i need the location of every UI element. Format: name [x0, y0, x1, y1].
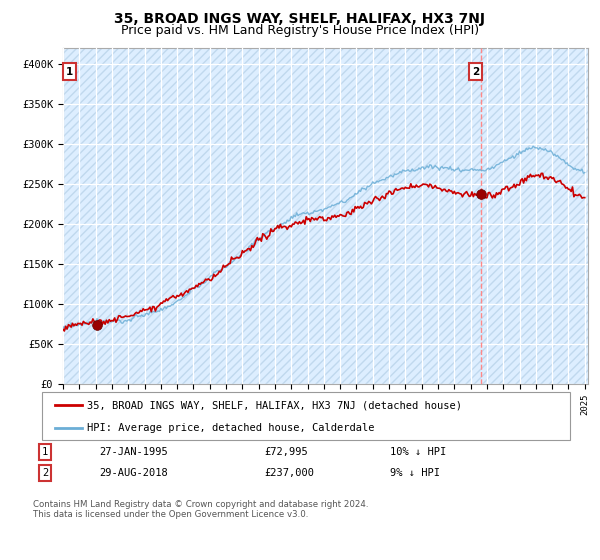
Text: 10% ↓ HPI: 10% ↓ HPI — [390, 447, 446, 457]
Text: 29-AUG-2018: 29-AUG-2018 — [99, 468, 168, 478]
Text: 2: 2 — [42, 468, 48, 478]
Text: 2: 2 — [472, 67, 479, 77]
Text: Contains HM Land Registry data © Crown copyright and database right 2024.
This d: Contains HM Land Registry data © Crown c… — [33, 500, 368, 519]
Text: 35, BROAD INGS WAY, SHELF, HALIFAX, HX3 7NJ (detached house): 35, BROAD INGS WAY, SHELF, HALIFAX, HX3 … — [87, 400, 462, 410]
Text: Price paid vs. HM Land Registry's House Price Index (HPI): Price paid vs. HM Land Registry's House … — [121, 24, 479, 36]
FancyBboxPatch shape — [42, 392, 570, 440]
Text: £72,995: £72,995 — [264, 447, 308, 457]
Text: 27-JAN-1995: 27-JAN-1995 — [99, 447, 168, 457]
Text: 35, BROAD INGS WAY, SHELF, HALIFAX, HX3 7NJ: 35, BROAD INGS WAY, SHELF, HALIFAX, HX3 … — [115, 12, 485, 26]
Text: HPI: Average price, detached house, Calderdale: HPI: Average price, detached house, Cald… — [87, 423, 374, 433]
Text: 1: 1 — [66, 67, 73, 77]
Text: 1: 1 — [42, 447, 48, 457]
Text: £237,000: £237,000 — [264, 468, 314, 478]
Text: 9% ↓ HPI: 9% ↓ HPI — [390, 468, 440, 478]
